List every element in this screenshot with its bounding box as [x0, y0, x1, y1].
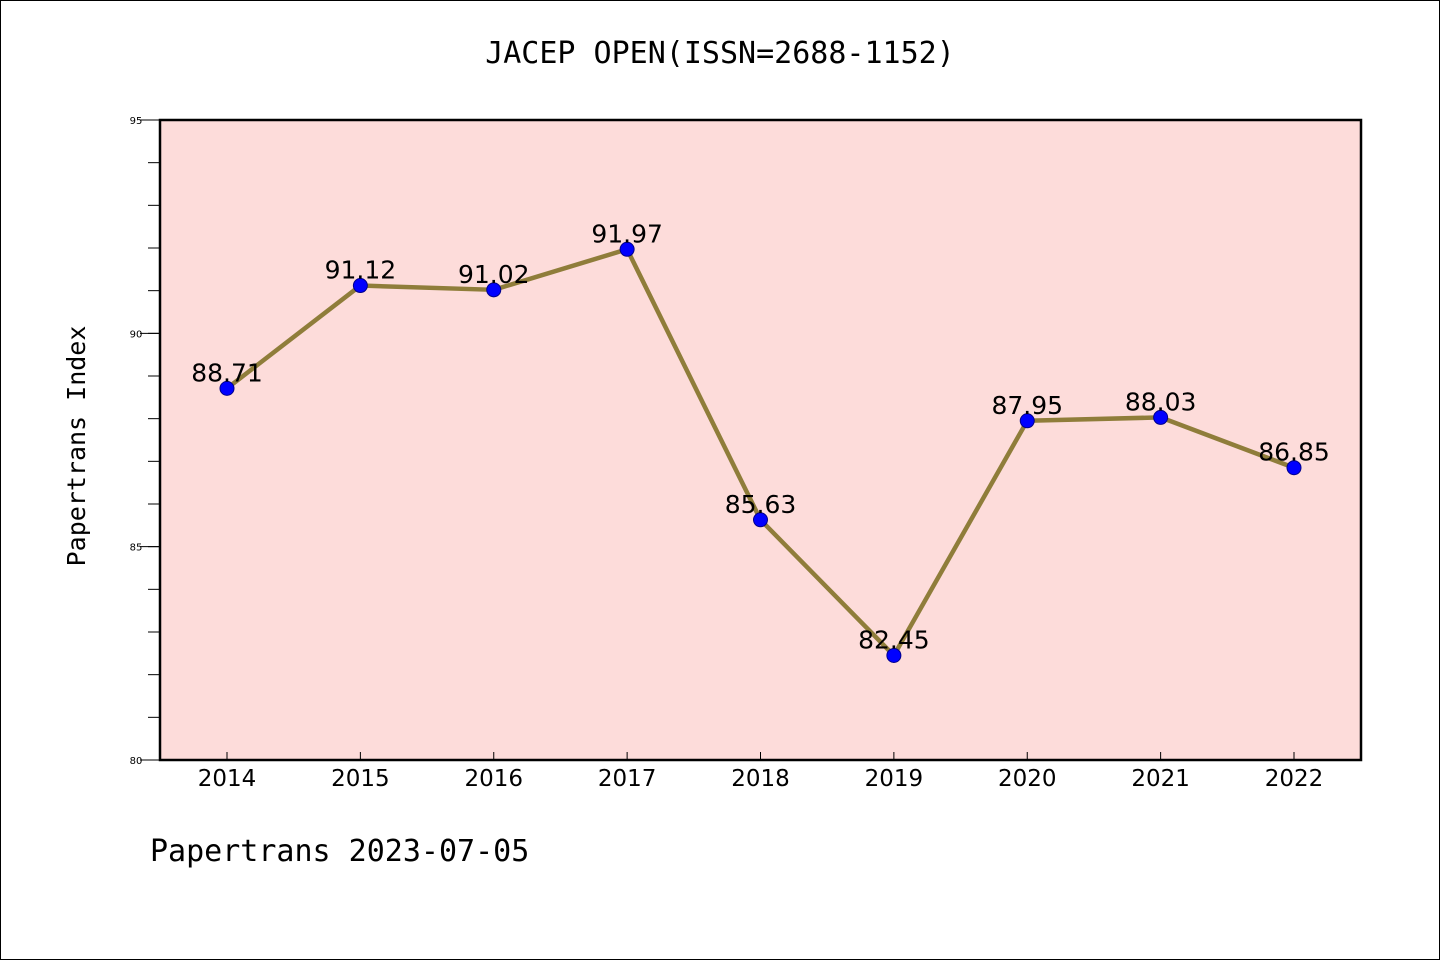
- x-tick-label: 2018: [731, 766, 790, 792]
- y-tick-label: 80: [130, 756, 143, 767]
- x-tick-label: 2021: [1131, 766, 1190, 792]
- data-label: 88.03: [1125, 387, 1197, 416]
- plot-border: [158, 118, 1363, 762]
- x-tick-label: 2019: [865, 766, 924, 792]
- y-axis-ticks: 80 85 90 95: [130, 116, 160, 767]
- x-tick-label: 2022: [1265, 766, 1324, 792]
- chart-title: JACEP OPEN(ISSN=2688-1152): [485, 36, 955, 71]
- data-label: 91.12: [325, 256, 397, 285]
- y-tick-label: 95: [130, 116, 143, 127]
- y-tick-label: 90: [130, 329, 143, 340]
- data-markers: [219, 241, 1302, 663]
- data-point: [1286, 460, 1302, 476]
- x-axis-ticks: 2014 2015 2016 2017 2018 2019 2020 2021 2022: [198, 752, 1324, 792]
- y-tick-label: 85: [130, 543, 143, 554]
- data-point: [486, 282, 502, 298]
- data-label: 91.02: [458, 260, 530, 289]
- x-tick-label: 2015: [331, 766, 390, 792]
- data-point: [619, 241, 635, 257]
- y-minor-ticks: [148, 119, 160, 761]
- data-label: 86.85: [1258, 438, 1330, 467]
- x-tick-label: 2017: [598, 766, 657, 792]
- data-labels: 88.71 91.12 91.02 91.97 85.63 82.45 87.95 88.03…: [191, 219, 1330, 654]
- data-label: 91.97: [591, 219, 663, 248]
- data-point: [219, 380, 235, 396]
- data-label: 87.95: [991, 391, 1063, 420]
- data-label: 82.45: [858, 625, 930, 654]
- data-point: [886, 647, 902, 663]
- plot-area: [160, 120, 1361, 760]
- footer-text: Papertrans 2023-07-05: [150, 834, 530, 869]
- data-point: [1153, 409, 1169, 425]
- x-tick-label: 2020: [998, 766, 1057, 792]
- data-point: [352, 278, 368, 294]
- data-point: [753, 512, 768, 528]
- data-point: [1019, 413, 1035, 429]
- data-label: 88.71: [191, 358, 263, 387]
- x-tick-label: 2016: [464, 766, 523, 792]
- data-label: 85.63: [725, 490, 797, 519]
- x-tick-label: 2014: [198, 766, 257, 792]
- y-axis-title: Papertrans Index: [62, 326, 91, 567]
